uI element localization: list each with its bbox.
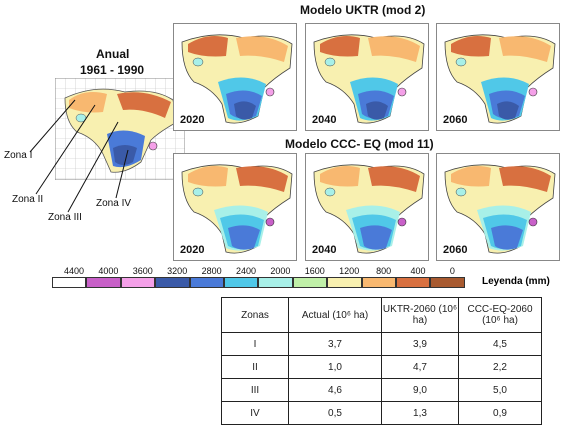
legend-title: Leyenda (mm) [482, 276, 550, 287]
zone-label-3: Zona III [48, 212, 82, 223]
legend: 4400 4000 3600 3200 2800 2400 2000 1600 1200 800 4… [52, 266, 492, 290]
venezuela-precip-map [313, 34, 425, 124]
zone-label-1: Zona I [4, 150, 33, 161]
cell-zona: III [221, 378, 289, 402]
legend-color-swatch [327, 277, 362, 288]
table-row: I 3,7 3,9 4,5 [221, 332, 542, 356]
table-row: II 1,0 4,7 2,2 [221, 355, 542, 379]
legend-tick-label: 400 [410, 266, 426, 276]
legend-color-swatch [361, 277, 396, 288]
column-header-uktr-2060: UKTR-2060 (10⁶ ha) [381, 297, 459, 333]
map-year-label: 2040 [312, 244, 337, 256]
column-header-actual: Actual (10⁶ ha) [288, 297, 382, 333]
table-header-row: Zonas Actual (10⁶ ha) UKTR-2060 (10⁶ ha)… [221, 297, 542, 333]
ukt-map-2040: 2040 [305, 23, 429, 131]
map-year-label: 2020 [180, 244, 205, 256]
ccc-map-2040: 2040 [305, 153, 429, 261]
cell-ccc: 4,5 [458, 332, 542, 356]
zone-label-4: Zona IV [96, 198, 132, 209]
legend-tick-label: 3600 [132, 266, 153, 276]
legend-color-swatch [224, 277, 259, 288]
actual-map-svg [54, 77, 186, 181]
cell-actual: 0,5 [288, 401, 382, 425]
ukt-map-2060: 2060 [436, 23, 560, 131]
legend-tick-label: 1200 [339, 266, 360, 276]
legend-tick-label: 2400 [235, 266, 257, 276]
column-header-ccc-eq-2060: CCC-EQ-2060 (10⁶ ha) [458, 297, 542, 333]
legend-color-swatch [258, 277, 293, 288]
venezuela-precip-map [444, 164, 556, 254]
legend-tick-label: 2800 [201, 266, 222, 276]
map-year-label: 2020 [180, 114, 205, 126]
cell-uktr: 3,9 [381, 332, 459, 356]
ccc-map-2020: 2020 [173, 153, 297, 261]
legend-tick-label: 4400 [63, 266, 85, 276]
cell-zona: IV [221, 401, 289, 425]
legend-tick-label: 0 [449, 266, 455, 276]
legend-color-swatch [52, 277, 87, 288]
legend-color-swatch [430, 277, 465, 288]
actual-map [54, 77, 186, 181]
map-year-label: 2040 [312, 114, 337, 126]
cell-uktr: 9,0 [381, 378, 459, 402]
ccc-model-title: Modelo CCC- EQ (mod 11) [285, 137, 434, 151]
table-row: IV 0,5 1,3 0,9 [221, 401, 542, 425]
legend-color-swatch [120, 277, 156, 288]
legend-tick-label: 4000 [98, 266, 119, 276]
cell-ccc: 2,2 [458, 355, 542, 379]
cell-ccc: 5,0 [458, 378, 542, 402]
column-header-zonas: Zonas [221, 297, 289, 333]
venezuela-precip-map [181, 34, 293, 124]
ccc-map-2060: 2060 [436, 153, 560, 261]
cell-zona: II [221, 355, 289, 379]
legend-color-swatch [292, 277, 328, 288]
cell-zona: I [221, 332, 289, 356]
cell-ccc: 0,9 [458, 401, 542, 425]
legend-tick-label: 1600 [304, 266, 325, 276]
ukt-model-title: Modelo UKTR (mod 2) [300, 3, 426, 17]
zones-area-table: Zonas Actual (10⁶ ha) UKTR-2060 (10⁶ ha)… [221, 297, 542, 425]
cell-actual: 3,7 [288, 332, 382, 356]
legend-tick-label: 2000 [270, 266, 291, 276]
legend-color-swatch [86, 277, 121, 288]
actual-map-period: 1961 - 1990 [80, 63, 145, 77]
venezuela-precip-map [444, 34, 556, 124]
map-year-label: 2060 [443, 244, 468, 256]
legend-color-swatch [396, 277, 431, 288]
cell-actual: 4,6 [288, 378, 382, 402]
cell-actual: 1,0 [288, 355, 382, 379]
legend-tick-label: 800 [376, 266, 392, 276]
map-year-label: 2060 [443, 114, 468, 126]
venezuela-precip-map [181, 164, 293, 254]
cell-uktr: 4,7 [381, 355, 459, 379]
actual-map-title: Anual [96, 47, 130, 61]
legend-tick-label: 3200 [167, 266, 188, 276]
table-row: III 4,6 9,0 5,0 [221, 378, 542, 402]
ukt-map-2020: 2020 [173, 23, 297, 131]
zone-label-2: Zona II [12, 194, 44, 205]
cell-uktr: 1,3 [381, 401, 459, 425]
legend-color-swatch [189, 277, 224, 288]
legend-color-swatch [155, 277, 190, 288]
venezuela-precip-map [313, 164, 425, 254]
